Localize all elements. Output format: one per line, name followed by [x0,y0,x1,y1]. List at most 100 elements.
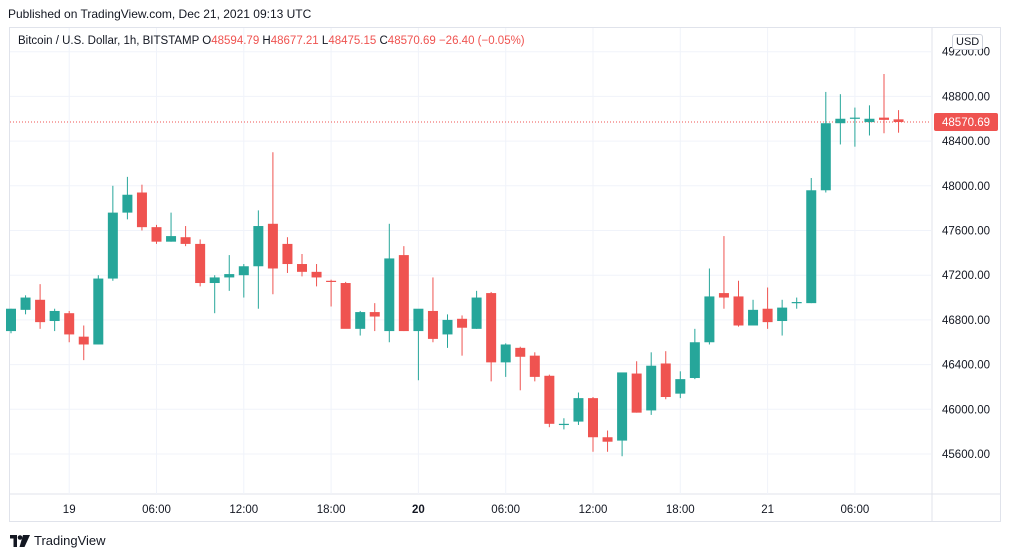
candle-body-down[interactable] [588,398,598,438]
price-tick-label: 46000.00 [942,404,990,416]
price-tick-label: 45600.00 [942,449,990,461]
time-tick-label: 18:00 [666,504,695,516]
candle-body-down[interactable] [879,117,889,120]
candle-body-up[interactable] [471,297,482,329]
high-label: H [262,35,271,47]
candle-body-down[interactable] [136,192,147,228]
open-value: 48594.79 [211,35,260,47]
price-tick-label: 48400.00 [942,136,990,148]
candle-body-down[interactable] [602,437,613,442]
candle-body-up[interactable] [442,319,453,335]
candle-body-down[interactable] [64,313,75,335]
candle-body-down[interactable] [78,336,89,345]
candle-body-up[interactable] [864,118,875,123]
price-tick-label: 46800.00 [942,315,990,327]
candle-body-down[interactable] [282,243,293,265]
candle-body-up[interactable] [413,308,424,332]
candle-body-down[interactable] [311,271,322,278]
published-caption: Published on TradingView.com, Dec 21, 20… [8,7,312,21]
close-label: C [379,35,388,47]
candle-body-down[interactable] [195,243,206,284]
candle-body-up[interactable] [573,398,584,422]
tradingview-logo-icon [10,534,30,547]
candle-body-down[interactable] [486,293,497,363]
candle-body-down[interactable] [515,347,526,357]
time-tick-label: 06:00 [491,504,520,516]
candle-body-down[interactable] [340,283,351,329]
candle-body-up[interactable] [6,308,16,332]
candle-body-up[interactable] [49,310,60,322]
candle-body-down[interactable] [398,255,409,332]
candle-body-up[interactable] [224,274,235,278]
close-value: 48570.69 [387,35,436,47]
time-tick-label: 20 [412,504,425,516]
candle-body-down[interactable] [733,296,744,326]
time-tick-label: 12:00 [229,504,258,516]
candle-body-down[interactable] [35,299,46,323]
candle-body-up[interactable] [835,118,846,124]
candle-body-down[interactable] [457,318,468,328]
low-label: L [321,35,329,47]
currency-button[interactable]: USD [952,34,984,50]
footer-brand-text: TradingView [34,533,106,548]
low-value: 48475.15 [328,35,377,47]
candle-body-up[interactable] [777,307,788,322]
price-tick-label: 48800.00 [942,91,990,103]
candle-body-down[interactable] [326,280,337,282]
candle-body-down[interactable] [297,264,307,272]
candle-body-down[interactable] [544,375,555,424]
candle-body-down[interactable] [369,312,380,317]
candle-body-up[interactable] [253,226,264,267]
candle-body-up[interactable] [500,344,511,363]
candle-body-down[interactable] [660,363,671,398]
candle-body-up[interactable] [238,266,249,276]
candle-body-up[interactable] [209,277,220,284]
symbol-name: Bitcoin / U.S. Dollar, 1h, BITSTAMP [18,35,200,47]
candle-body-down[interactable] [631,373,642,413]
candle-body-down[interactable] [267,223,278,269]
price-tick-label: 46400.00 [942,360,990,372]
candle-body-up[interactable] [748,309,759,326]
time-tick-label: 19 [63,504,76,516]
price-tick-label: 47600.00 [942,226,990,238]
candle-body-down[interactable] [893,119,904,123]
candle-body-down[interactable] [529,355,540,377]
candle-body-up[interactable] [558,423,569,426]
time-tick-label: 18:00 [317,504,346,516]
candle-body-up[interactable] [849,117,860,119]
time-tick-label: 12:00 [579,504,608,516]
candle-body-up[interactable] [122,194,133,213]
open-label: O [202,35,212,47]
candle-body-up[interactable] [806,190,817,304]
candle-body-up[interactable] [675,379,686,394]
candle-body-up[interactable] [791,302,802,304]
candle-body-up[interactable] [689,342,700,379]
last-price-label: 48570.69 [942,117,990,129]
candle-body-up[interactable] [820,123,831,191]
time-tick-label: 21 [761,504,774,516]
candle-body-down[interactable] [427,310,438,339]
candle-body-down[interactable] [718,293,729,298]
candle-body-down[interactable] [151,227,162,242]
candle-body-up[interactable] [107,212,118,279]
candle-body-up[interactable] [617,372,628,441]
candle-body-up[interactable] [166,236,177,242]
price-tick-label: 47200.00 [942,270,990,282]
candle-body-down[interactable] [180,237,191,244]
time-tick-label: 06:00 [142,504,171,516]
time-tick-label: 06:00 [841,504,870,516]
candle-body-up[interactable] [704,296,715,343]
candle-body-up[interactable] [646,365,657,411]
high-value: 48677.21 [270,35,319,47]
candle-body-up[interactable] [20,297,31,310]
symbol-legend: Bitcoin / U.S. Dollar, 1h, BITSTAMP O485… [18,35,525,47]
candle-body-up[interactable] [93,278,104,345]
candle-body-up[interactable] [355,312,366,329]
candle-body-up[interactable] [384,258,395,332]
price-tick-label: 48000.00 [942,181,990,193]
change-value: −26.40 (−0.05%) [438,35,525,47]
footer-branding[interactable]: TradingView [10,533,106,548]
chart-frame [9,27,1001,522]
candle-body-down[interactable] [762,308,773,323]
